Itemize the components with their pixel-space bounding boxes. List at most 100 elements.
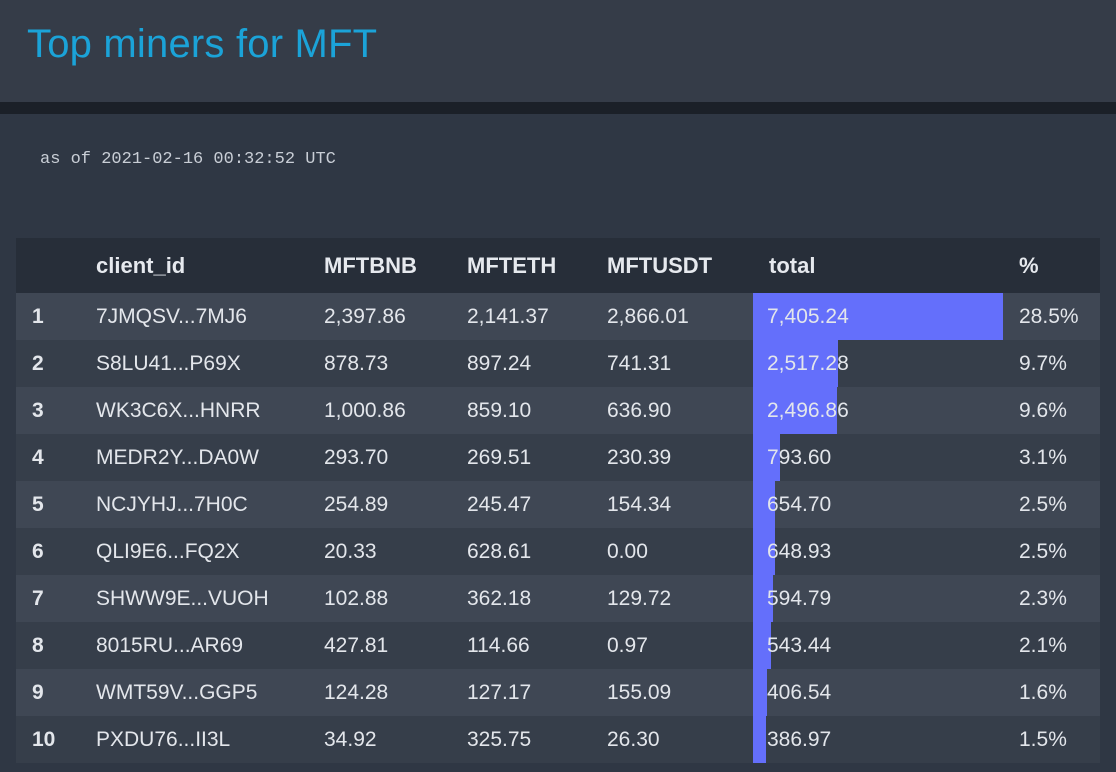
table-row: 7 SHWW9E...VUOH 102.88 362.18 129.72 594.79 2.…	[16, 575, 1100, 622]
miners-table-wrap: client_id MFTBNB MFTETH MFTUSDT total % …	[16, 238, 1100, 763]
total-cell: 648.93	[753, 528, 1003, 575]
mftbnb-cell: 20.33	[324, 539, 377, 563]
total-bar	[753, 387, 838, 434]
mfteth-cell: 127.17	[467, 680, 532, 704]
mftbnb-cell: 254.89	[324, 492, 389, 516]
rank-cell: 3	[32, 398, 44, 422]
mftusdt-cell: 129.72	[607, 586, 672, 610]
rank-cell: 5	[32, 492, 44, 516]
total-cell: 654.70	[753, 481, 1003, 528]
total-value: 543.44	[767, 633, 832, 657]
total-bar	[753, 716, 767, 763]
total-cell: 2,517.28	[753, 340, 1003, 387]
page-title: Top miners for MFT	[27, 22, 378, 66]
table-row: 2 S8LU41...P69X 878.73 897.24 741.31 2,517.28…	[16, 340, 1100, 387]
mfteth-cell: 897.24	[467, 351, 532, 375]
mftusdt-cell: 741.31	[607, 351, 672, 375]
total-value: 2,496.86	[767, 398, 849, 422]
rank-cell: 2	[32, 351, 44, 375]
mftusdt-cell: 154.34	[607, 492, 672, 516]
client-id-cell: S8LU41...P69X	[96, 351, 241, 375]
percent-cell: 9.7%	[1019, 351, 1067, 375]
mftusdt-header: MFTUSDT	[607, 252, 713, 278]
mfteth-cell: 114.66	[467, 633, 530, 657]
client-id-header: client_id	[96, 252, 186, 278]
mftusdt-cell: 230.39	[607, 445, 672, 469]
table-body: 1 7JMQSV...7MJ6 2,397.86 2,141.37 2,866.01 7,…	[16, 293, 1100, 763]
percent-cell: 2.5%	[1019, 492, 1067, 516]
table-row: 3 WK3C6X...HNRR 1,000.86 859.10 636.90 2,496.…	[16, 387, 1100, 434]
client-id-cell: 8015RU...AR69	[96, 633, 244, 657]
total-cell: 406.54	[753, 669, 1003, 716]
client-id-cell: MEDR2Y...DA0W	[96, 445, 259, 469]
mftusdt-cell: 155.09	[607, 680, 672, 704]
rank-header	[16, 238, 80, 293]
client-id-cell: 7JMQSV...7MJ6	[96, 304, 247, 328]
mfteth-cell: 2,141.37	[467, 304, 549, 328]
mftbnb-cell: 293.70	[324, 445, 389, 469]
total-value: 654.70	[767, 492, 832, 516]
total-value: 793.60	[767, 445, 832, 469]
mftbnb-cell: 878.73	[324, 351, 389, 375]
total-bar	[753, 622, 772, 669]
total-value: 648.93	[767, 539, 832, 563]
percent-cell: 2.1%	[1019, 633, 1067, 657]
total-bar	[753, 340, 838, 387]
mfteth-header: MFTETH	[467, 252, 557, 278]
mfteth-cell: 269.51	[467, 445, 532, 469]
total-cell: 386.97	[753, 716, 1003, 763]
mftusdt-cell: 2,866.01	[607, 304, 689, 328]
mfteth-cell: 245.47	[467, 492, 532, 516]
total-bar	[753, 293, 1003, 340]
percent-cell: 28.5%	[1019, 304, 1079, 328]
total-cell: 543.44	[753, 622, 1003, 669]
mfteth-cell: 628.61	[467, 539, 532, 563]
total-bar	[753, 481, 776, 528]
total-value: 386.97	[767, 727, 832, 751]
client-id-cell: SHWW9E...VUOH	[96, 586, 269, 610]
percent-cell: 3.1%	[1019, 445, 1067, 469]
page-header: Top miners for MFT	[0, 0, 1116, 102]
total-value: 2,517.28	[767, 351, 849, 375]
table-header-row: client_id MFTBNB MFTETH MFTUSDT total %	[16, 238, 1100, 293]
total-bar	[753, 669, 767, 716]
mftbnb-cell: 102.88	[324, 586, 389, 610]
timestamp-text: as of 2021-02-16 00:32:52 UTC	[40, 150, 336, 169]
mftbnb-cell: 34.92	[324, 727, 377, 751]
mftusdt-cell: 0.00	[607, 539, 648, 563]
total-cell: 2,496.86	[753, 387, 1003, 434]
total-bar	[753, 575, 774, 622]
table-row: 9 WMT59V...GGP5 124.28 127.17 155.09 406.54 1.…	[16, 669, 1100, 716]
percent-cell: 2.3%	[1019, 586, 1067, 610]
mftbnb-header: MFTBNB	[324, 252, 417, 278]
percent-cell: 1.6%	[1019, 680, 1067, 704]
miners-table: client_id MFTBNB MFTETH MFTUSDT total % …	[16, 238, 1100, 763]
table-row: 10 PXDU76...II3L 34.92 325.75 26.30 386.97 1.5…	[16, 716, 1100, 763]
total-value: 406.54	[767, 680, 832, 704]
mftbnb-cell: 124.28	[324, 680, 389, 704]
client-id-cell: WK3C6X...HNRR	[96, 398, 261, 422]
percent-cell: 1.5%	[1019, 727, 1067, 751]
mftbnb-cell: 2,397.86	[324, 304, 406, 328]
percent-cell: 2.5%	[1019, 539, 1067, 563]
client-id-cell: WMT59V...GGP5	[96, 680, 258, 704]
table-row: 4 MEDR2Y...DA0W 293.70 269.51 230.39 793.60 3.…	[16, 434, 1100, 481]
table-row: 5 NCJYHJ...7H0C 254.89 245.47 154.34 654.70 2.…	[16, 481, 1100, 528]
total-cell: 594.79	[753, 575, 1003, 622]
header-divider	[0, 102, 1116, 114]
mftbnb-cell: 427.81	[324, 633, 389, 657]
total-bar	[753, 434, 780, 481]
rank-cell: 4	[32, 445, 44, 469]
rank-cell: 10	[32, 727, 56, 751]
rank-cell: 6	[32, 539, 44, 563]
table-row: 6 QLI9E6...FQ2X 20.33 628.61 0.00 648.93 2.5%	[16, 528, 1100, 575]
table-row: 1 7JMQSV...7MJ6 2,397.86 2,141.37 2,866.01 7,…	[16, 293, 1100, 340]
mfteth-cell: 325.75	[467, 727, 532, 751]
rank-cell: 9	[32, 680, 44, 704]
rank-cell: 1	[32, 304, 44, 328]
total-header: total	[769, 252, 816, 278]
mftbnb-cell: 1,000.86	[324, 398, 406, 422]
total-cell: 793.60	[753, 434, 1003, 481]
client-id-cell: NCJYHJ...7H0C	[96, 492, 248, 516]
table-row: 8 8015RU...AR69 427.81 114.66 0.97 543.44 2.1%	[16, 622, 1100, 669]
